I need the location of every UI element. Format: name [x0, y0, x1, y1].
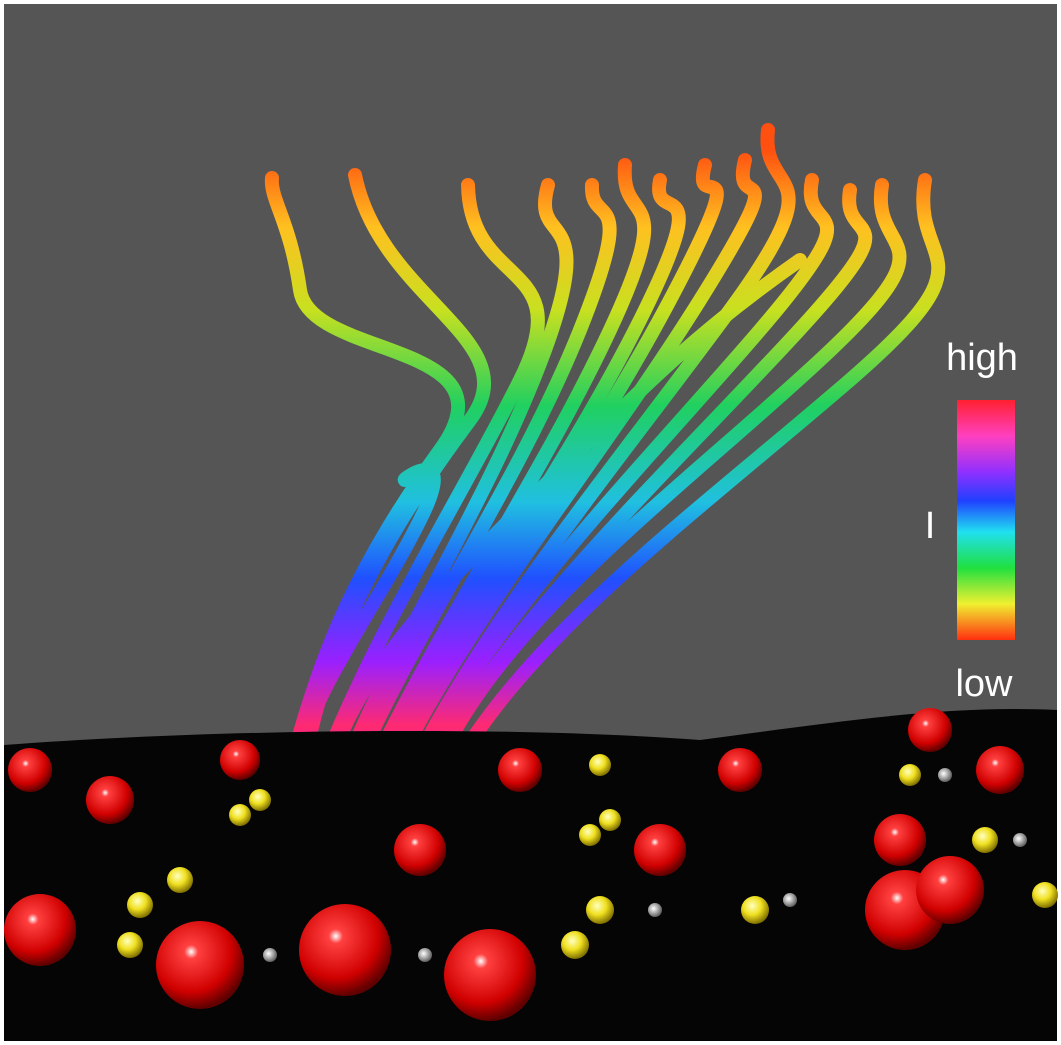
page: {"legend": {"top_label": "high", "middle… — [0, 0, 1061, 1045]
legend-quantity-label: I — [925, 505, 936, 547]
legend-low-label: low — [955, 663, 1013, 705]
legend-high-label: high — [946, 337, 1018, 379]
color-bar — [957, 400, 1015, 640]
scene: high I low — [0, 0, 1061, 1045]
surface — [4, 708, 1058, 1041]
